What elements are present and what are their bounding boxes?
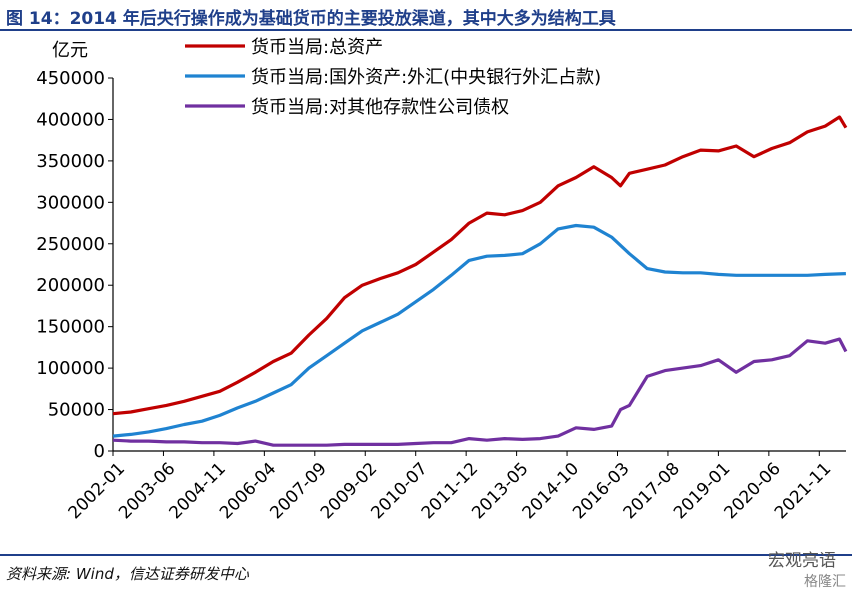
y-tick-label: 0 xyxy=(94,441,105,462)
title-rule xyxy=(0,29,852,31)
y-tick-label: 150000 xyxy=(36,317,105,338)
x-tick-label: 2021-11 xyxy=(771,459,835,523)
series-line-2 xyxy=(112,223,846,438)
legend-label-3: 货币当局:对其他存款性公司债权 xyxy=(251,97,509,118)
y-tick-label: 350000 xyxy=(36,151,105,172)
y-tick-label: 250000 xyxy=(36,234,105,255)
y-tick-label: 450000 xyxy=(36,68,105,89)
y-axis-unit-label: 亿元 xyxy=(52,40,88,61)
legend-label-2: 货币当局:国外资产:外汇(中央银行外汇占款) xyxy=(251,67,601,88)
legend-label-1: 货币当局:总资产 xyxy=(251,37,383,58)
series-lines xyxy=(112,115,848,447)
footer-rule xyxy=(0,554,852,556)
series-line-3 xyxy=(112,337,848,447)
chart-title: 图 14：2014 年后央行操作成为基础货币的主要投放渠道，其中大多为结构工具 xyxy=(6,9,616,29)
y-tick-label: 50000 xyxy=(48,400,105,421)
series-line-1 xyxy=(112,115,848,416)
source-note: 资料来源: Wind，信达证券研发中心 xyxy=(6,565,249,583)
watermark-secondary: 格隆汇 xyxy=(804,574,846,590)
y-tick-label: 100000 xyxy=(36,358,105,379)
y-tick-label: 400000 xyxy=(36,109,105,130)
y-tick-label: 200000 xyxy=(36,275,105,296)
watermark: 宏观亮语 xyxy=(768,551,836,571)
y-tick-label: 300000 xyxy=(36,192,105,213)
